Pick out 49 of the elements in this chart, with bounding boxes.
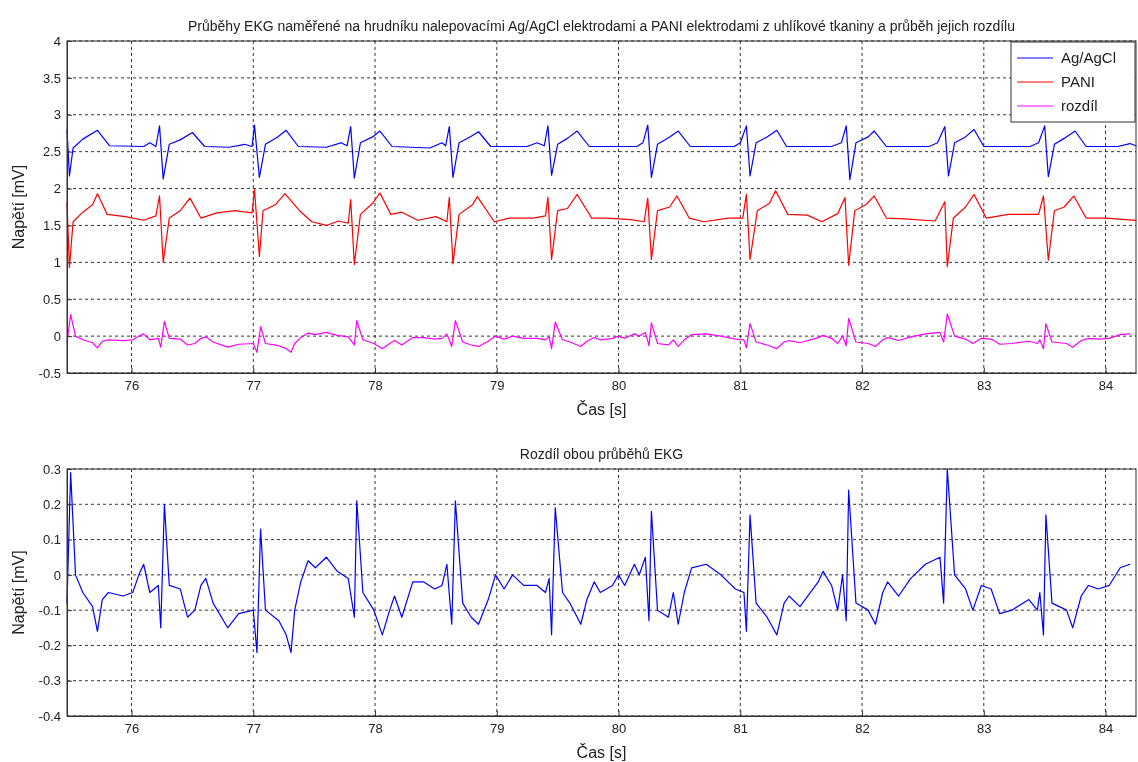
y-tick-label: -0.1	[38, 602, 61, 618]
x-tick-label: 81	[733, 721, 749, 737]
x-tick-label: 83	[977, 721, 992, 737]
y-axis-title: Napětí [mV]	[10, 164, 27, 250]
x-tick-label: 79	[490, 721, 505, 737]
y-tick-label: -0.5	[38, 365, 61, 381]
chart-title: Průběhy EKG naměřené na hrudníku nalepovacími Ag/AgCl elektrodami a PANI elektrodami z uhlíkové tkaniny a průběh jejich rozdílu	[188, 18, 1015, 34]
y-tick-label: 0	[53, 567, 61, 583]
y-tick-label: 0.2	[42, 496, 61, 512]
x-tick-label: 78	[368, 378, 383, 394]
y-tick-label: 0.5	[42, 291, 61, 307]
x-tick-label: 77	[246, 721, 262, 737]
x-tick-label: 83	[977, 378, 992, 394]
y-axis-title: Napětí [mV]	[10, 550, 27, 635]
x-tick-label: 80	[611, 378, 627, 394]
legend-label: rozdíl	[1061, 97, 1098, 114]
y-tick-label: 2.5	[42, 144, 61, 160]
x-tick-label: 82	[855, 721, 870, 737]
y-tick-label: 0.3	[42, 461, 61, 477]
line-series	[66, 313, 1131, 353]
line-series	[66, 188, 1137, 269]
y-tick-label: 1.5	[42, 218, 61, 234]
y-tick-label: 1	[53, 254, 61, 270]
x-axis-title: Čas [s]	[576, 400, 627, 418]
x-tick-label: 78	[368, 721, 383, 737]
line-series	[66, 468, 1131, 654]
x-axis-title: Čas [s]	[576, 743, 627, 761]
y-tick-label: 4	[53, 33, 61, 49]
x-tick-label: 82	[855, 378, 870, 394]
y-tick-label: 2	[53, 181, 61, 197]
x-tick-label: 79	[490, 378, 505, 394]
chart-title: Rozdíl obou průběhů EKG	[519, 446, 684, 462]
legend-label: Ag/AgCl	[1061, 49, 1117, 66]
y-tick-label: -0.4	[38, 708, 61, 724]
y-tick-label: -0.3	[38, 673, 61, 689]
x-tick-label: 84	[1098, 378, 1114, 394]
x-tick-label: 76	[124, 721, 140, 737]
line-series	[66, 124, 1137, 181]
y-tick-label: 3.5	[42, 70, 61, 86]
legend-label: PANI	[1061, 73, 1095, 90]
y-tick-label: 3	[53, 107, 61, 123]
x-tick-label: 84	[1098, 721, 1114, 737]
y-tick-label: -0.2	[38, 638, 61, 654]
y-tick-label: 0	[53, 328, 61, 344]
x-tick-label: 76	[124, 378, 140, 394]
y-tick-label: 0.1	[42, 532, 61, 548]
x-tick-label: 81	[733, 378, 749, 394]
x-tick-label: 77	[246, 378, 262, 394]
x-tick-label: 80	[611, 721, 627, 737]
